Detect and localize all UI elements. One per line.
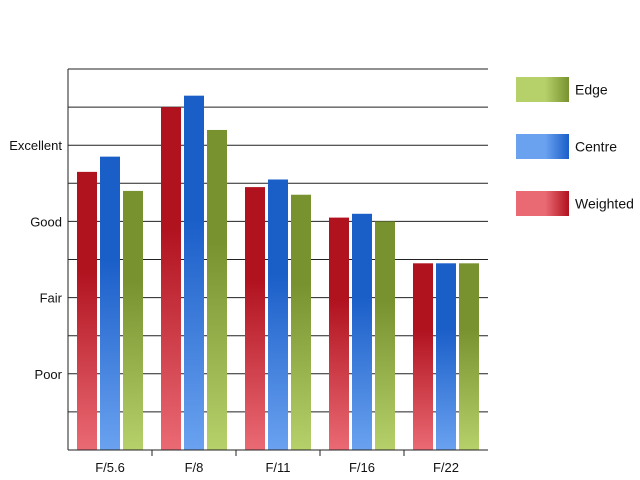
bar-weighted-f11 [245, 187, 265, 451]
bar-centre-f22 [436, 263, 456, 450]
bar-edge-f56 [123, 190, 143, 451]
bar-centre-f16 [352, 213, 372, 450]
legend: Edge Centre Weighted [516, 77, 634, 216]
y-tick-labels: Poor Fair Good Excellent [9, 138, 62, 382]
legend-swatch-weighted [516, 191, 569, 216]
bar-edge-f16 [375, 221, 395, 450]
bar-centre-f11 [268, 179, 288, 451]
y-tick-label: Fair [40, 291, 63, 306]
y-tick-label: Good [30, 214, 62, 229]
bar-centre-f56 [100, 156, 120, 450]
bar-edge-f8 [207, 129, 227, 450]
x-tick-label: F/16 [349, 460, 375, 475]
x-tick-label: F/11 [265, 460, 290, 475]
legend-label-centre: Centre [575, 139, 617, 155]
y-tick-label: Poor [35, 367, 63, 382]
legend-label-edge: Edge [575, 82, 608, 98]
bar-edge-f22 [459, 263, 479, 450]
legend-swatch-centre [516, 134, 569, 159]
axes [67, 69, 488, 456]
bar-edge-f11 [291, 194, 311, 450]
y-tick-label: Excellent [9, 138, 62, 153]
x-tick-label: F/5.6 [95, 460, 125, 475]
legend-swatch-edge [516, 77, 569, 102]
bars [77, 95, 479, 451]
x-tick-label: F/8 [185, 460, 204, 475]
bar-weighted-f16 [329, 217, 349, 450]
bar-weighted-f56 [77, 171, 97, 450]
legend-label-weighted: Weighted [575, 196, 634, 212]
bar-weighted-f8 [161, 107, 181, 450]
x-tick-labels: F/5.6 F/8 F/11 F/16 F/22 [95, 460, 459, 475]
bar-centre-f8 [184, 95, 204, 451]
x-tick-label: F/22 [433, 460, 459, 475]
bar-weighted-f22 [413, 263, 433, 450]
